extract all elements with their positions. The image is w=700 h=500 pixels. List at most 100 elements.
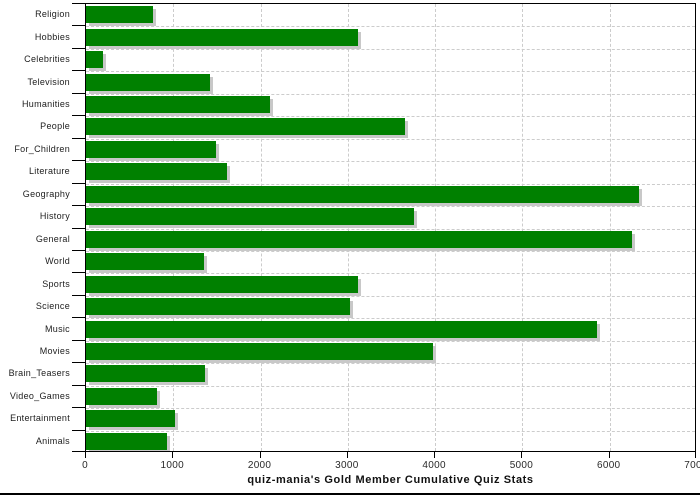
y-axis-label: Celebrities <box>24 54 70 65</box>
x-axis-tick <box>521 452 523 458</box>
bar-animals <box>86 432 168 450</box>
y-axis-label: Music <box>44 323 70 334</box>
row-separator-gridline <box>86 71 695 73</box>
y-axis-tick <box>72 160 85 162</box>
x-axis-tick-label: 0 <box>82 460 88 471</box>
y-axis-tick <box>72 451 85 452</box>
y-axis-tick <box>72 227 85 229</box>
row-separator-gridline <box>86 26 695 28</box>
y-axis-label: Animals <box>35 435 70 446</box>
row-separator-gridline <box>86 138 695 140</box>
y-axis-label: Entertainment <box>10 413 70 424</box>
y-axis-tick <box>72 92 85 94</box>
x-axis-tick <box>85 452 86 458</box>
bar-literature <box>86 163 227 181</box>
y-axis-tick <box>72 249 85 251</box>
y-axis-label: Video_Games <box>9 390 70 401</box>
vertical-gridline <box>173 4 175 451</box>
bar-world <box>86 253 204 271</box>
x-axis-tick <box>346 452 348 458</box>
bar-video_games <box>86 387 157 405</box>
row-separator-gridline <box>86 340 695 342</box>
y-axis-label: World <box>45 256 70 267</box>
bar-for_children <box>86 140 217 158</box>
y-axis-tick <box>72 137 85 139</box>
vertical-gridline <box>347 4 349 451</box>
y-axis-tick <box>72 294 85 296</box>
y-axis-label: Hobbies <box>34 31 70 42</box>
bar-sports <box>86 275 359 293</box>
y-axis-tick <box>72 182 85 184</box>
x-axis-tick-label: 6000 <box>596 460 621 471</box>
y-axis-label: Movies <box>39 345 70 356</box>
bar-science <box>86 298 351 316</box>
bar-general <box>86 230 632 248</box>
bar-geography <box>86 185 639 203</box>
y-axis-label: Sports <box>42 278 70 289</box>
x-axis-tick-label: 4000 <box>422 460 446 471</box>
y-axis-label: Literature <box>28 166 70 177</box>
chart-title: quiz-mania's Gold Member Cumulative Quiz… <box>247 474 534 486</box>
row-separator-gridline <box>86 48 695 50</box>
y-axis-label: History <box>39 211 70 222</box>
vertical-gridline <box>260 4 262 451</box>
vertical-gridline <box>609 4 611 451</box>
plot-area <box>85 3 696 452</box>
row-separator-gridline <box>86 430 695 432</box>
x-axis-tick <box>608 452 610 458</box>
y-axis-label: People <box>40 121 70 132</box>
y-axis-label: Humanities <box>21 99 70 110</box>
y-axis-label: Brain_Teasers <box>8 368 70 379</box>
x-axis-tick-label: 7000 <box>684 460 700 471</box>
bar-music <box>86 320 598 338</box>
y-axis-tick <box>72 407 85 409</box>
bar-humanities <box>86 96 271 113</box>
y-axis-label: Television <box>27 76 70 87</box>
bar-brain_teasers <box>86 365 205 383</box>
y-axis-tick <box>72 3 85 4</box>
vertical-gridline <box>522 4 524 451</box>
bottom-border-line <box>0 493 700 495</box>
row-separator-gridline <box>86 363 695 365</box>
y-axis-tick <box>72 429 85 431</box>
y-axis-tick <box>72 25 85 27</box>
bar-people <box>86 118 406 136</box>
bar-movies <box>86 342 434 360</box>
y-axis-tick <box>72 384 85 386</box>
row-separator-gridline <box>86 250 695 252</box>
row-separator-gridline <box>86 228 695 230</box>
y-axis-label: Science <box>35 301 70 312</box>
y-axis-tick <box>72 339 85 341</box>
row-separator-gridline <box>86 161 695 163</box>
bar-religion <box>86 6 154 24</box>
x-axis-tick-label: 2000 <box>247 460 272 471</box>
y-axis-label: Geography <box>22 188 70 199</box>
vertical-gridline <box>435 4 437 451</box>
row-separator-gridline <box>86 206 695 208</box>
row-separator-gridline <box>86 116 695 118</box>
row-separator-gridline <box>86 93 695 95</box>
row-separator-gridline <box>86 408 695 410</box>
y-axis-label: General <box>35 233 70 244</box>
row-separator-gridline <box>86 183 695 185</box>
y-axis-tick <box>72 70 85 72</box>
bar-television <box>86 73 210 91</box>
y-axis-label: Religion <box>35 9 70 20</box>
x-axis-tick <box>695 452 696 458</box>
row-separator-gridline <box>86 385 695 387</box>
row-separator-gridline <box>86 273 695 275</box>
x-axis-tick-label: 5000 <box>509 460 534 471</box>
y-axis-tick <box>72 317 85 319</box>
y-axis-tick <box>72 115 85 117</box>
row-separator-gridline <box>86 295 695 297</box>
y-axis-label: For_Children <box>14 143 70 154</box>
bar-history <box>86 208 415 226</box>
x-axis-tick-label: 1000 <box>160 460 184 471</box>
bar-celebrities <box>86 51 103 69</box>
x-axis-tick <box>259 452 261 458</box>
y-axis-tick <box>72 47 85 49</box>
bar-hobbies <box>86 28 359 46</box>
x-axis-tick <box>172 452 174 458</box>
y-axis-tick <box>72 205 85 207</box>
